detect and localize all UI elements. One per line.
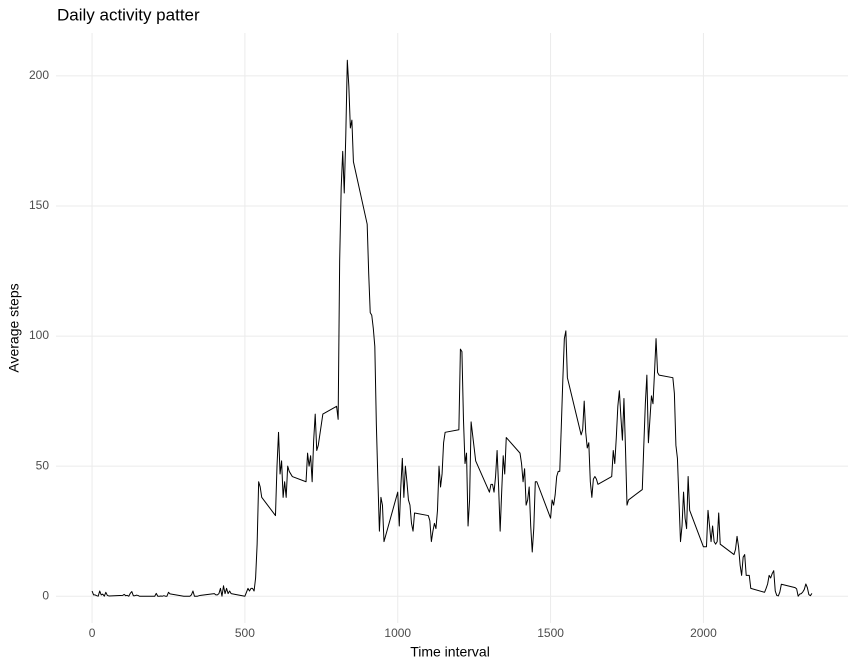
data-line — [91, 59, 813, 597]
y-tick-label: 50 — [36, 458, 50, 472]
y-tick-label: 200 — [29, 68, 49, 82]
x-axis-title: Time interval — [410, 644, 490, 660]
plot-area — [91, 59, 813, 597]
x-tick-label: 2000 — [690, 626, 717, 640]
y-tick-label: 150 — [29, 198, 49, 212]
y-tick-label: 0 — [42, 588, 49, 602]
y-tick-label: 100 — [29, 328, 49, 342]
y-axis-title: Average steps — [6, 283, 22, 372]
x-tick-label: 500 — [235, 626, 255, 640]
grid — [56, 33, 848, 623]
chart-title: Daily activity patter — [57, 5, 200, 24]
x-tick-label: 1000 — [384, 626, 411, 640]
x-tick-label: 0 — [89, 626, 96, 640]
x-tick-label: 1500 — [537, 626, 564, 640]
